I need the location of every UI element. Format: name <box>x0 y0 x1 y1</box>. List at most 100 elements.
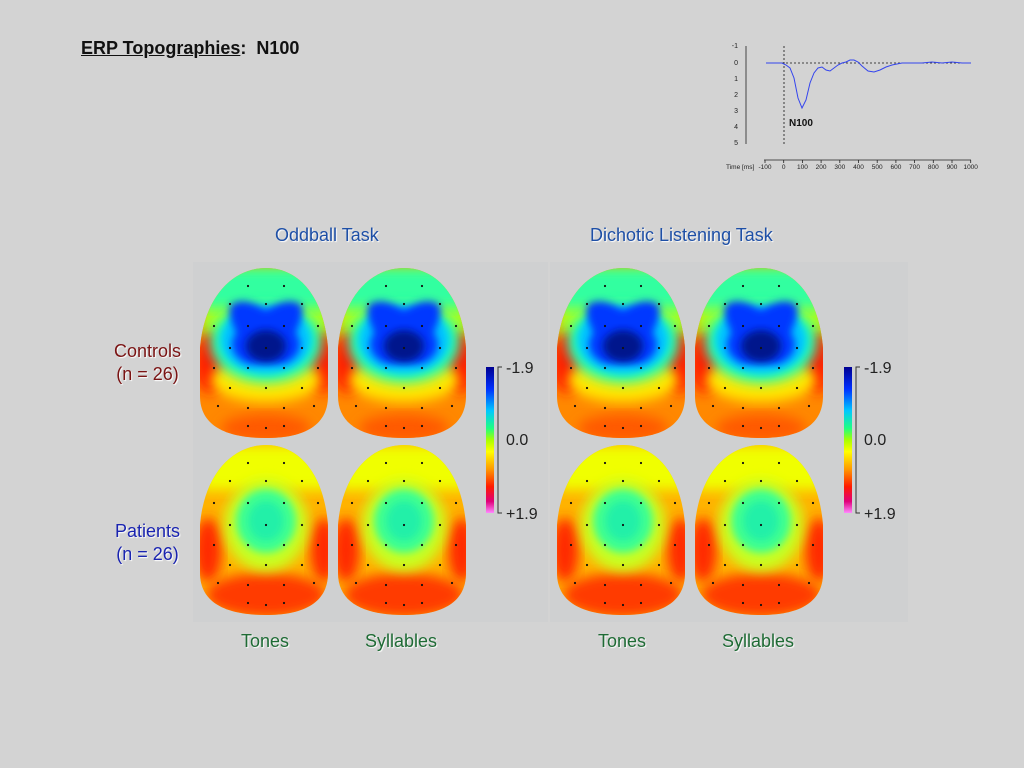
electrode-dot <box>246 284 250 288</box>
electrode-dot <box>282 406 286 410</box>
x-tick-label: 0 <box>782 164 786 171</box>
electrode-dot <box>569 366 573 370</box>
electrode-dot <box>777 406 781 410</box>
electrode-dot <box>723 563 727 567</box>
electrode-dot <box>384 543 388 547</box>
electrode-dot <box>438 346 442 350</box>
electrode-dot <box>228 563 232 567</box>
topography-map <box>200 445 328 615</box>
electrode-dot <box>264 523 268 527</box>
electrode-dot <box>300 346 304 350</box>
electrode-dot <box>741 501 745 505</box>
electrode-dot <box>366 346 370 350</box>
electrode-dot <box>228 302 232 306</box>
y-tick-label: 1 <box>734 76 738 83</box>
dichotic-tones-label: Tones <box>597 631 647 651</box>
electrode-dot <box>811 543 815 547</box>
electrode-dot <box>384 461 388 465</box>
electrode-dot <box>777 543 781 547</box>
dichotic-task-label: Dichotic Listening Task <box>590 225 773 245</box>
electrode-dot <box>707 366 711 370</box>
electrode-dot <box>777 601 781 605</box>
electrode-dot <box>246 601 250 605</box>
electrode-dot <box>228 523 232 527</box>
electrode-dot <box>228 386 232 390</box>
electrode-dot <box>282 424 286 428</box>
electrode-dot <box>621 302 625 306</box>
electrode-dot <box>711 404 715 408</box>
patients-group-label: Patients (n = 26) <box>100 520 195 566</box>
electrode-dot <box>282 583 286 587</box>
electrode-dot <box>354 581 358 585</box>
electrode-dot <box>384 601 388 605</box>
electrode-dot <box>759 479 763 483</box>
electrode-dot <box>402 346 406 350</box>
electrode-dot <box>366 523 370 527</box>
electrode-dot <box>741 366 745 370</box>
electrode-dot <box>585 479 589 483</box>
x-tick-label: 400 <box>853 164 864 171</box>
electrode-dot <box>246 406 250 410</box>
electrode-dot <box>384 324 388 328</box>
electrode-dot <box>707 543 711 547</box>
electrode-dot <box>639 583 643 587</box>
electrode-dot <box>216 581 220 585</box>
electrode-dot <box>811 366 815 370</box>
patients-name: Patients <box>114 521 181 541</box>
electrode-dot <box>438 523 442 527</box>
electrode-dot <box>759 386 763 390</box>
electrode-dot <box>603 501 607 505</box>
electrode-dot <box>454 366 458 370</box>
y-tick-label: 5 <box>734 140 738 147</box>
electrode-dot <box>621 563 625 567</box>
topography-map <box>200 268 328 438</box>
electrode-dot <box>669 581 673 585</box>
electrode-dot <box>707 501 711 505</box>
electrode-dot <box>384 501 388 505</box>
electrode-dot <box>603 583 607 587</box>
erp-waveform-chart: -1 0 1 2 3 4 5 Time [ms] N100 -100 0 100 20… <box>726 43 978 171</box>
electrode-dot <box>438 563 442 567</box>
electrode-dot <box>603 424 607 428</box>
electrode-dot <box>438 302 442 306</box>
electrode-dot <box>454 501 458 505</box>
electrode-dot <box>450 404 454 408</box>
title-separator: : <box>240 38 247 58</box>
title-main: ERP Topographies <box>81 38 241 58</box>
electrode-dot <box>795 346 799 350</box>
x-tick-label: 700 <box>909 164 920 171</box>
electrode-dot <box>585 386 589 390</box>
electrode-dot <box>657 563 661 567</box>
x-tick-label: 200 <box>816 164 827 171</box>
electrode-dot <box>350 366 354 370</box>
electrode-dot <box>366 386 370 390</box>
electrode-dot <box>300 479 304 483</box>
electrode-dot <box>420 424 424 428</box>
controls-name: Controls <box>113 341 182 361</box>
electrode-dot <box>350 501 354 505</box>
electrode-dot <box>573 404 577 408</box>
electrode-dot <box>384 366 388 370</box>
electrode-dot <box>420 583 424 587</box>
topography-map <box>338 268 466 438</box>
electrode-dot <box>264 479 268 483</box>
electrode-dot <box>402 302 406 306</box>
electrode-dot <box>811 501 815 505</box>
electrode-dot <box>741 406 745 410</box>
electrode-dot <box>300 563 304 567</box>
electrode-dot <box>673 324 677 328</box>
electrode-dot <box>366 479 370 483</box>
electrode-dot <box>420 406 424 410</box>
electrode-dot <box>621 603 625 607</box>
electrode-dot <box>807 404 811 408</box>
electrode-dot <box>795 386 799 390</box>
electrode-dot <box>795 563 799 567</box>
electrode-dot <box>777 324 781 328</box>
electrode-dot <box>420 543 424 547</box>
electrode-dot <box>420 601 424 605</box>
electrode-dot <box>741 583 745 587</box>
electrode-dot <box>723 386 727 390</box>
electrode-dot <box>438 386 442 390</box>
electrode-dot <box>282 284 286 288</box>
x-tick-label: 900 <box>947 164 958 171</box>
